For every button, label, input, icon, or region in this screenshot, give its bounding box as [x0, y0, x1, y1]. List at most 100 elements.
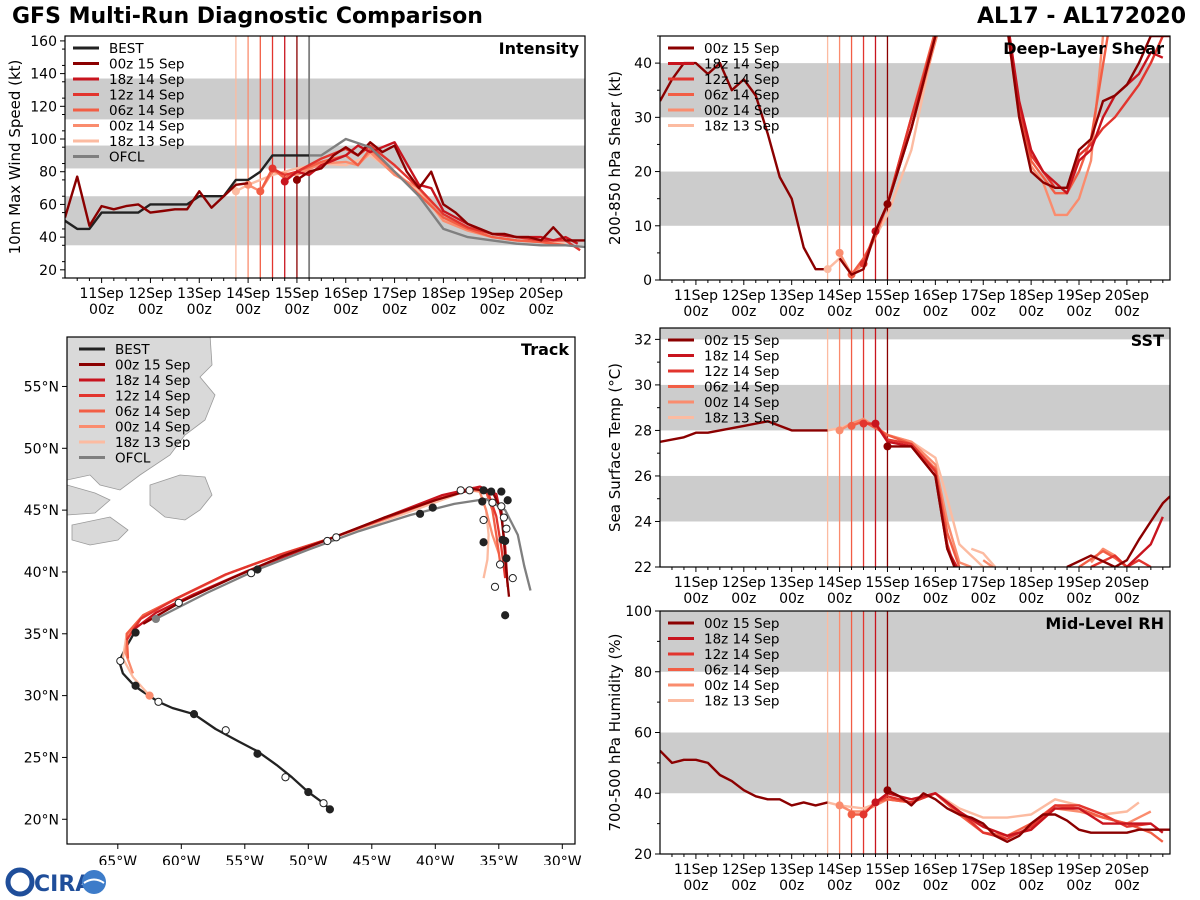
x-tick-label-hour: 00z: [1114, 591, 1139, 607]
x-tick-label-day: 12Sep: [128, 286, 172, 302]
y-axis-label: Sea Surface Temp (°C): [606, 363, 624, 532]
track-position-marker: [151, 614, 160, 624]
x-tick-label-hour: 00z: [528, 302, 553, 318]
track-position-marker: [479, 538, 488, 547]
x-tick-label-hour: 00z: [1019, 304, 1044, 320]
x-tick-label-day: 13Sep: [770, 862, 814, 878]
series-line-18z-14-tail: [1126, 516, 1164, 567]
x-tick-label-hour: 00z: [1114, 878, 1139, 894]
x-tick-label-day: 14Sep: [817, 862, 861, 878]
x-tick-label-hour: 00z: [89, 302, 114, 318]
series-line-pre-run: [65, 175, 249, 227]
series-line-00z-15-Sep: [296, 141, 585, 242]
track-position-marker: [497, 502, 506, 511]
x-tick-label-day: 17Sep: [961, 288, 1005, 304]
legend-label: BEST: [109, 41, 144, 57]
track-line-OFCL: [155, 497, 532, 620]
y-tick-label: 28: [634, 423, 652, 439]
legend-label: 00z 14 Sep: [115, 420, 190, 436]
legend-label: 12z 14 Sep: [115, 389, 190, 405]
track-position-marker: [479, 515, 488, 525]
legend-label: 12z 14 Sep: [704, 364, 779, 380]
track-position-marker: [174, 598, 183, 607]
series-line-00z-14-Sep: [839, 417, 972, 567]
track-position-marker: [221, 726, 230, 735]
legend-label: 00z 15 Sep: [109, 57, 184, 73]
track-position-marker: [497, 487, 506, 496]
logo-c-mark: [5, 867, 35, 897]
x-tick-label-day: 11Sep: [674, 862, 718, 878]
track-position-marker: [478, 497, 487, 506]
series-line-18z-14-Sep-late: [1008, 36, 1164, 195]
y-tick-label: 30: [634, 110, 652, 126]
x-tick-label-hour: 00z: [236, 302, 261, 318]
x-tick-label-hour: 00z: [1114, 304, 1139, 320]
track-position-marker: [495, 560, 505, 569]
series-group: [660, 749, 1170, 844]
series-line-00z-15-Sep: [887, 445, 956, 567]
x-tick-label-hour: 00z: [683, 591, 708, 607]
series-line-00z-15-Sep: [838, 36, 937, 276]
lon-tick-label: 30°W: [543, 854, 582, 865]
track-position-marker: [487, 487, 496, 496]
y-tick-label: 20: [39, 263, 57, 279]
shaded-band-2: [660, 328, 1170, 340]
legend-label: 12z 14 Sep: [704, 647, 779, 663]
plot-frame: [64, 35, 586, 279]
intensity-chart: 2040608010012014016011Sep00z12Sep00z13Se…: [6, 34, 586, 318]
legend-label: 00z 14 Sep: [704, 103, 779, 119]
y-tick-label: 24: [634, 514, 652, 530]
x-tick-label-day: 17Sep: [961, 862, 1005, 878]
track-position-marker: [145, 691, 154, 700]
x-tick-label-hour: 00z: [923, 878, 948, 894]
y-tick-label: 120: [30, 99, 57, 115]
x-tick-label-hour: 00z: [827, 878, 852, 894]
track-position-marker: [154, 697, 163, 706]
series-marker-12z-14-Sep-0: [859, 419, 868, 428]
legend-label: 18z 13 Sep: [704, 411, 779, 427]
series-line-pre-run: [660, 420, 828, 443]
landmass-nova-scotia: [71, 516, 129, 546]
x-tick-label-hour: 00z: [731, 304, 756, 320]
track-position-marker: [116, 656, 125, 666]
panel-title: Track: [521, 340, 569, 359]
series-marker-00z-14-Sep-0: [244, 180, 253, 189]
x-tick-label-day: 20Sep: [519, 286, 563, 302]
track-position-marker: [131, 628, 140, 637]
y-tick-label: 100: [30, 132, 57, 148]
series-marker-00z-15-Sep-0: [883, 442, 892, 451]
lat-tick-label: 40°N: [24, 565, 59, 581]
track-position-marker: [189, 710, 199, 719]
y-tick-label: 10: [634, 219, 652, 235]
logo-globe-icon: [82, 870, 106, 894]
x-tick-label-day: 11Sep: [674, 575, 718, 591]
y-tick-label: 20: [634, 165, 652, 181]
legend-label: 00z 15 Sep: [704, 41, 779, 57]
legend-label: 18z 13 Sep: [704, 694, 779, 710]
x-tick-label-hour: 00z: [779, 304, 804, 320]
x-tick-label-day: 16Sep: [913, 862, 957, 878]
track-position-marker: [499, 513, 508, 522]
lon-tick-label: 55°W: [225, 854, 264, 865]
legend-label: OFCL: [109, 150, 145, 166]
series-line-12z-14-tail: [1090, 554, 1152, 567]
track-position-marker: [508, 574, 517, 583]
legend-label: 18z 13 Sep: [704, 119, 779, 135]
x-tick-label-day: 16Sep: [324, 286, 368, 302]
legend-label: 00z 14 Sep: [109, 119, 184, 135]
x-tick-label-day: 12Sep: [722, 862, 766, 878]
legend-label: OFCL: [115, 451, 151, 467]
y-tick-label: 140: [30, 67, 57, 83]
panel-title: Mid-Level RH: [1045, 614, 1164, 633]
series-marker-06z-14-Sep-0: [847, 421, 856, 430]
y-tick-label: 40: [634, 786, 652, 802]
x-tick-label-day: 12Sep: [722, 575, 766, 591]
x-tick-label-hour: 00z: [827, 591, 852, 607]
x-tick-label-day: 18Sep: [1009, 862, 1053, 878]
x-tick-label-day: 16Sep: [913, 575, 957, 591]
logo-swoosh-icon: [83, 878, 105, 884]
x-tick-label-day: 19Sep: [1057, 862, 1101, 878]
series-group: [65, 137, 585, 252]
sst-chart: 22242628303211Sep00z12Sep00z13Sep00z14Se…: [606, 327, 1171, 607]
x-tick-label-hour: 00z: [971, 591, 996, 607]
